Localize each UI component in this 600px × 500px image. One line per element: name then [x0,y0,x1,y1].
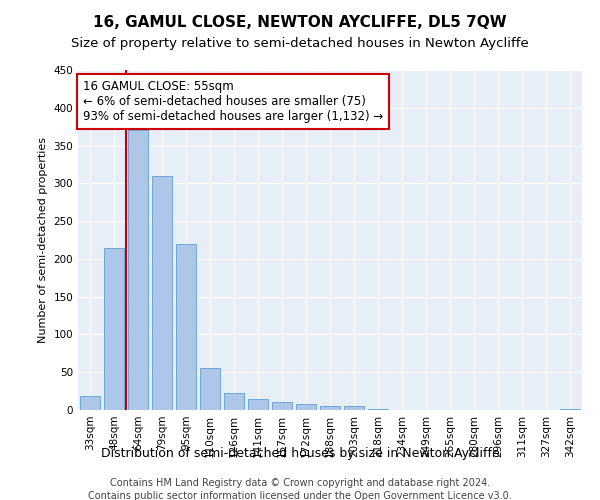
Text: 16, GAMUL CLOSE, NEWTON AYCLIFFE, DL5 7QW: 16, GAMUL CLOSE, NEWTON AYCLIFFE, DL5 7Q… [93,15,507,30]
Bar [320,406,340,410]
Bar [560,409,580,410]
Text: Contains public sector information licensed under the Open Government Licence v3: Contains public sector information licen… [88,491,512,500]
Bar [296,404,316,410]
Text: 16 GAMUL CLOSE: 55sqm
← 6% of semi-detached houses are smaller (75)
93% of semi-: 16 GAMUL CLOSE: 55sqm ← 6% of semi-detac… [83,80,383,123]
Bar [80,396,100,410]
Bar [248,398,268,410]
Bar [272,402,292,410]
Text: Contains HM Land Registry data © Crown copyright and database right 2024.: Contains HM Land Registry data © Crown c… [110,478,490,488]
Bar [200,368,220,410]
Bar [344,406,364,410]
Text: Distribution of semi-detached houses by size in Newton Aycliffe: Distribution of semi-detached houses by … [101,448,499,460]
Text: Size of property relative to semi-detached houses in Newton Aycliffe: Size of property relative to semi-detach… [71,38,529,51]
Y-axis label: Number of semi-detached properties: Number of semi-detached properties [38,137,48,343]
Bar [176,244,196,410]
Bar [224,394,244,410]
Bar [104,248,124,410]
Bar [128,130,148,410]
Bar [152,176,172,410]
Bar [368,409,388,410]
